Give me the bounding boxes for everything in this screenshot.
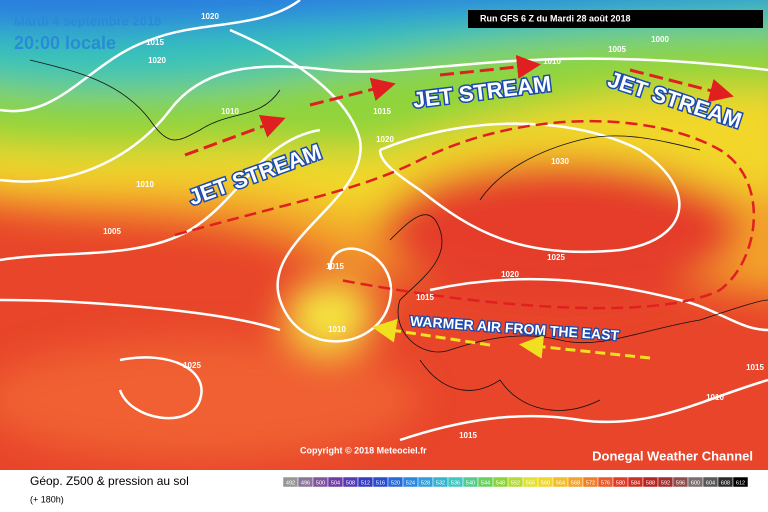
scale-label: 592	[661, 480, 670, 486]
scale-label: 512	[361, 480, 370, 486]
scale-label: 528	[421, 480, 430, 486]
isobar-label: 1020	[148, 56, 166, 65]
isobar-labels: 1020 1015 1020 1010 1010 1005 1015 1020 1010 1005…	[103, 12, 764, 440]
scale-label: 612	[736, 480, 745, 486]
scale-label: 580	[616, 480, 625, 486]
isobar-label: 1015	[459, 431, 477, 440]
color-scale: 492 496 500 504 508 512 516 520 524 528 532 536 540 5…	[282, 476, 749, 488]
scale-label: 588	[646, 480, 655, 486]
isobar-label: 1010	[328, 325, 346, 334]
isobar-label: 1010	[221, 107, 239, 116]
scale-label: 536	[451, 480, 460, 486]
scale-label: 596	[676, 480, 685, 486]
isobar-label: 1030	[551, 157, 569, 166]
scale-label: 496	[301, 480, 310, 486]
isobar-label: 1015	[326, 262, 344, 271]
scale-label: 560	[541, 480, 550, 486]
scale-label: 604	[706, 480, 715, 486]
isobar-label: 1025	[547, 253, 565, 262]
channel: Donegal Weather Channel	[592, 448, 753, 463]
isobar-label: 1025	[183, 361, 201, 370]
scale-label: 532	[436, 480, 445, 486]
isobar-label: 1010	[543, 57, 561, 66]
time: 20:00 locale	[14, 33, 116, 53]
coastlines	[29, 59, 768, 411]
isobar-label: 1000	[651, 35, 669, 44]
scale-label: 540	[466, 480, 475, 486]
run: Run GFS 6 Z du Mardi 28 août 2018	[480, 13, 631, 23]
scale-label: 568	[571, 480, 580, 486]
isobar-label: 1010	[136, 180, 154, 189]
isobar-label: 1015	[416, 293, 434, 302]
scale-label: 608	[721, 480, 730, 486]
isobar-label: 1010	[706, 393, 724, 402]
scale-label: 500	[316, 480, 325, 486]
scale-label: 544	[481, 480, 490, 486]
jet-arrows	[174, 54, 755, 310]
scale-label: 552	[511, 480, 520, 486]
copyright: Copyright © 2018 Meteociel.fr	[300, 445, 427, 455]
scale-label: 584	[631, 480, 640, 486]
isobar-label: 1015	[373, 107, 391, 116]
scale-swatch	[732, 476, 749, 488]
scale-label: 508	[346, 480, 355, 486]
product-title: Géop. Z500 & pression au sol	[30, 474, 189, 488]
run-box	[468, 10, 763, 28]
scale-label: 524	[406, 480, 415, 486]
isobar-label: 1020	[201, 12, 219, 21]
isobar-label: 1015	[746, 363, 764, 372]
scale-label: 516	[376, 480, 385, 486]
scale-label: 548	[496, 480, 505, 486]
scale-label: 564	[556, 480, 565, 486]
scale-label: 492	[286, 480, 295, 486]
scale-label: 520	[391, 480, 400, 486]
scale-label: 600	[691, 480, 700, 486]
isobar-label: 1005	[103, 227, 121, 236]
isobar-label: 1015	[146, 38, 164, 47]
scale-label: 572	[586, 480, 595, 486]
date: Mardi 4 septembre 2018	[14, 13, 161, 28]
isobar-label: 1005	[608, 45, 626, 54]
scale-label: 556	[526, 480, 535, 486]
scale-label: 504	[331, 480, 340, 486]
isobar-label: 1020	[501, 270, 519, 279]
scale-label: 576	[601, 480, 610, 486]
lead-time: (+ 180h)	[30, 494, 64, 504]
isobar-label: 1020	[376, 135, 394, 144]
warm-arrows	[372, 318, 651, 360]
